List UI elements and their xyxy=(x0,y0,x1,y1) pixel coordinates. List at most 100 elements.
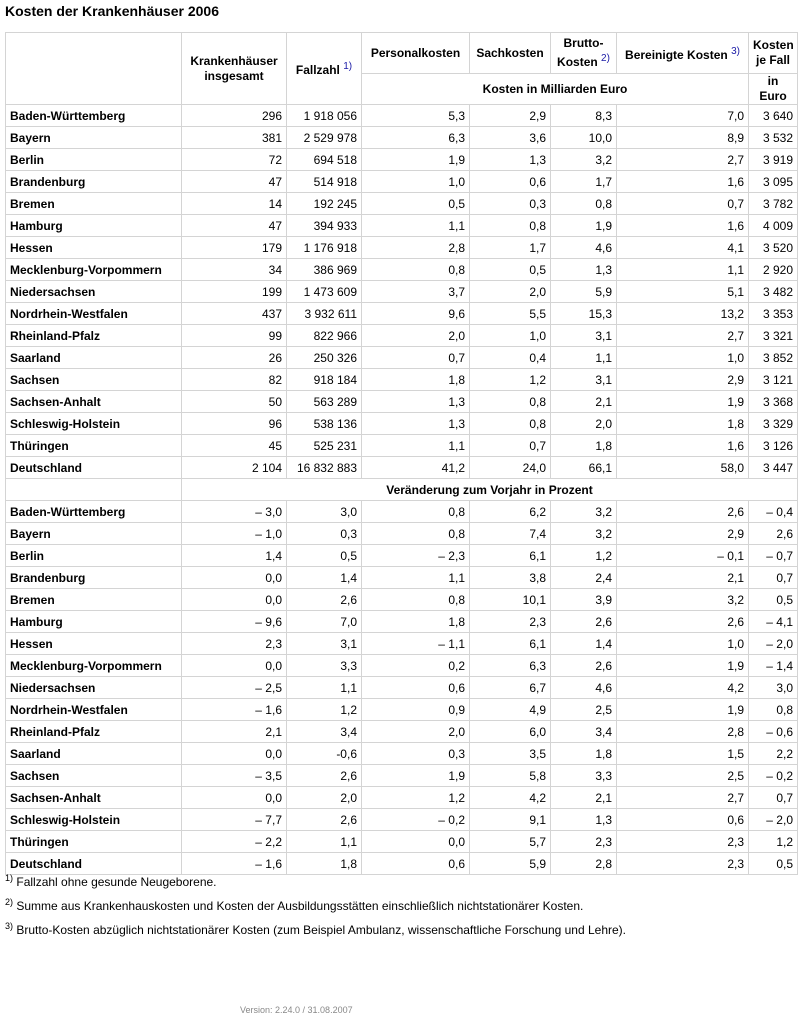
table-row: Berlin 72 694 518 1,9 1,3 3,2 2,7 3 919 xyxy=(5,148,798,171)
value-cell: 2,6 xyxy=(286,764,362,787)
value-cell: 99 xyxy=(181,324,287,347)
version: Version: 2.24.0 / 31.08.2007 xyxy=(240,1005,353,1015)
column-header: Bereinigte Kosten 3) xyxy=(616,32,749,74)
value-cell: 5,3 xyxy=(361,104,470,127)
value-cell: 1,0 xyxy=(616,632,749,655)
table-row: Niedersachsen – 2,5 1,1 0,6 6,7 4,6 4,2 3,0 xyxy=(5,676,798,699)
value-cell: 3 353 xyxy=(748,302,798,325)
value-cell: 0,4 xyxy=(469,346,551,369)
value-cell: 3 321 xyxy=(748,324,798,347)
column-header-text: Fallzahl xyxy=(295,63,340,77)
value-cell: 0,7 xyxy=(616,192,749,215)
footnote-ref[interactable]: 2) xyxy=(601,53,610,64)
value-cell: 2,3 xyxy=(181,632,287,655)
table-row: Niedersachsen 199 1 473 609 3,7 2,0 5,9 5,1 3 4… xyxy=(5,280,798,303)
table-body: Baden-Württemberg 296 1 918 056 5,3 2,9 8,3 7,… xyxy=(5,104,798,875)
section-heading: Veränderung zum Vorjahr in Prozent xyxy=(181,478,798,501)
column-header: Fallzahl 1) xyxy=(286,32,362,105)
value-cell: 45 xyxy=(181,434,287,457)
value-cell: 3,0 xyxy=(748,676,798,699)
footnote-text: Summe aus Krankenhauskosten und Kosten d… xyxy=(16,899,584,913)
value-cell: – 1,0 xyxy=(181,522,287,545)
value-cell: – 1,4 xyxy=(748,654,798,677)
value-cell: 7,4 xyxy=(469,522,551,545)
value-cell: – 2,5 xyxy=(181,676,287,699)
table-row: Schleswig-Holstein 96 538 136 1,3 0,8 2,0 1,8 3… xyxy=(5,412,798,435)
value-cell: 1 473 609 xyxy=(286,280,362,303)
value-cell: 0,6 xyxy=(361,852,470,875)
value-cell: 7,0 xyxy=(616,104,749,127)
value-cell: 0,6 xyxy=(616,808,749,831)
value-cell: 16 832 883 xyxy=(286,456,362,479)
value-cell: 6,1 xyxy=(469,544,551,567)
value-cell: 5,8 xyxy=(469,764,551,787)
value-cell: 2,2 xyxy=(748,742,798,765)
value-cell: – 2,2 xyxy=(181,830,287,853)
value-cell: 1,0 xyxy=(616,346,749,369)
header-row: Krankenhäuser insgesamt Fallzahl 1) Person… xyxy=(5,32,798,105)
value-cell: 2,8 xyxy=(616,720,749,743)
value-cell: 0,8 xyxy=(748,698,798,721)
value-cell: 0,8 xyxy=(469,390,551,413)
value-cell: 7,0 xyxy=(286,610,362,633)
value-cell: 4,1 xyxy=(616,236,749,259)
value-cell: 381 xyxy=(181,126,287,149)
value-cell: 2,7 xyxy=(616,148,749,171)
table-row: Nordrhein-Westfalen 437 3 932 611 9,6 5,5 15,… xyxy=(5,302,798,325)
state-name: Brandenburg xyxy=(5,566,182,589)
value-cell: 199 xyxy=(181,280,287,303)
value-cell: -0,6 xyxy=(286,742,362,765)
value-cell: 3,3 xyxy=(286,654,362,677)
value-cell: 0,8 xyxy=(361,500,470,523)
footnote-ref[interactable]: 1) xyxy=(343,61,353,72)
footnote: 2) Summe aus Krankenhauskosten und Koste… xyxy=(5,892,626,916)
state-name: Sachsen xyxy=(5,764,182,787)
value-cell: 4,2 xyxy=(616,676,749,699)
unit-header: Kosten in Milliarden Euro xyxy=(361,73,749,105)
table-row: Brandenburg 47 514 918 1,0 0,6 1,7 1,6 3 095 xyxy=(5,170,798,193)
table-row: Berlin 1,4 0,5– 2,3 6,1 1,2– 0,1– 0,7 xyxy=(5,544,798,567)
value-cell: 10,1 xyxy=(469,588,551,611)
column-header-text: Kosten je Fall xyxy=(753,38,794,67)
value-cell: 66,1 xyxy=(550,456,617,479)
value-cell: 2,0 xyxy=(361,720,470,743)
value-cell: – 1,6 xyxy=(181,698,287,721)
footnote-marker: 1) xyxy=(5,873,14,883)
state-name: Bremen xyxy=(5,588,182,611)
value-cell: 0,5 xyxy=(286,544,362,567)
table-row: Sachsen 82 918 184 1,8 1,2 3,1 2,9 3 121 xyxy=(5,368,798,391)
value-cell: 3,8 xyxy=(469,566,551,589)
value-cell: 96 xyxy=(181,412,287,435)
value-cell: 13,2 xyxy=(616,302,749,325)
state-name: Bayern xyxy=(5,522,182,545)
value-cell: 2 529 978 xyxy=(286,126,362,149)
value-cell: 0,3 xyxy=(286,522,362,545)
value-cell: 2,5 xyxy=(550,698,617,721)
value-cell: 1,2 xyxy=(550,544,617,567)
table-row: Bayern 381 2 529 978 6,3 3,6 10,0 8,9 3 532 xyxy=(5,126,798,149)
value-cell: 1,0 xyxy=(361,170,470,193)
column-header: Brutto-Kosten 2) xyxy=(550,32,617,74)
value-cell: 6,3 xyxy=(361,126,470,149)
value-cell: 3 447 xyxy=(748,456,798,479)
table-row: Sachsen-Anhalt 0,0 2,0 1,2 4,2 2,1 2,7 0,7 xyxy=(5,786,798,809)
value-cell: 4,6 xyxy=(550,676,617,699)
value-cell: 24,0 xyxy=(469,456,551,479)
value-cell: 1,1 xyxy=(286,676,362,699)
value-cell: 1,9 xyxy=(361,148,470,171)
state-name: Hamburg xyxy=(5,214,182,237)
footnote-ref[interactable]: 3) xyxy=(731,45,740,57)
value-cell: 0,7 xyxy=(748,786,798,809)
value-cell: 0,5 xyxy=(748,852,798,875)
value-cell: 2,9 xyxy=(616,368,749,391)
value-cell: 5,9 xyxy=(469,852,551,875)
state-name: Thüringen xyxy=(5,434,182,457)
table-row: Hamburg 47 394 933 1,1 0,8 1,9 1,6 4 009 xyxy=(5,214,798,237)
state-name: Brandenburg xyxy=(5,170,182,193)
value-cell: – 3,0 xyxy=(181,500,287,523)
value-cell: 26 xyxy=(181,346,287,369)
value-cell: 2,0 xyxy=(469,280,551,303)
table-header: Krankenhäuser insgesamt Fallzahl 1) Person… xyxy=(5,32,798,105)
value-cell: 2,1 xyxy=(616,566,749,589)
